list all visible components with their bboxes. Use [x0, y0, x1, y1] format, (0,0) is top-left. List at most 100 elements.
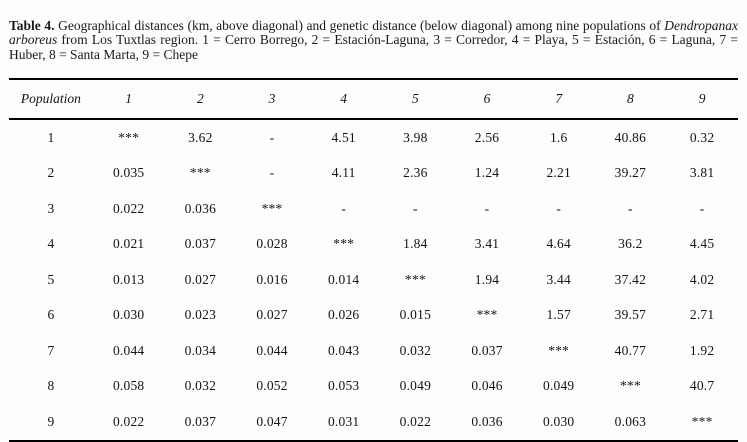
table-cell: 2.21	[546, 165, 571, 181]
table-cell: 40.7	[689, 378, 715, 394]
table-cell: 0.036	[184, 200, 217, 216]
column-header-8: 8	[594, 79, 667, 120]
column-header-7: 7	[522, 79, 595, 120]
table-cell: 0.043	[327, 342, 360, 358]
column-header-1: 1	[92, 79, 165, 120]
table-cell: 36.2	[618, 236, 643, 252]
table-cell: 0.046	[471, 378, 503, 394]
column-header-4: 4	[307, 79, 380, 120]
table-cell: ***	[118, 129, 140, 145]
table-cell: 3.98	[403, 129, 428, 145]
row-label: 1	[47, 129, 55, 145]
table-row: 8 0.058 0.032 0.052 0.053 0.049 0.046 0.049 *** 4…	[9, 369, 738, 405]
table-cell: 0.044	[256, 342, 288, 358]
column-header-population: Population	[9, 79, 93, 120]
table-cell: 0.022	[112, 200, 145, 216]
column-header-3: 3	[236, 79, 308, 120]
row-label: 6	[47, 307, 55, 323]
table-cell: -	[269, 129, 275, 145]
table-cell: 0.026	[327, 307, 360, 323]
table-cell: -	[699, 200, 705, 216]
table-cell: 0.037	[471, 342, 503, 358]
row-label: 7	[47, 342, 55, 358]
table-cell: 3.81	[689, 165, 715, 181]
table-cell: 39.27	[614, 165, 647, 181]
table-cell: 40.86	[614, 129, 647, 145]
row-label: 4	[47, 236, 55, 252]
table-cell: 1.92	[689, 342, 715, 358]
table-cell: 37.42	[614, 271, 647, 287]
table-row: 2 0.035 *** - 4.11 2.36 1.24 2.21 39.27 3.81	[9, 156, 738, 192]
table-cell: 0.013	[112, 271, 145, 287]
table-cell: 0.035	[112, 165, 145, 181]
table-cell: 0.030	[543, 413, 575, 429]
row-label: 5	[47, 271, 55, 287]
table-cell: ***	[189, 165, 211, 181]
table-cell: 1.6	[549, 129, 568, 145]
caption-text-1: Geographical distances (km, above diagon…	[54, 17, 665, 33]
table-cell: -	[628, 200, 633, 216]
table-cell: 2.71	[689, 307, 715, 323]
table-cell: 0.022	[112, 413, 145, 429]
table-cell: 3.41	[474, 236, 500, 252]
table-row: 1 *** 3.62 - 4.51 3.98 2.56 1.6 40.86 0.32	[9, 119, 738, 156]
column-header-5: 5	[379, 79, 452, 120]
table-cell: 0.027	[184, 271, 217, 287]
row-label: 9	[47, 413, 55, 429]
table-caption: Table 4. Geographical distances (km, abo…	[9, 17, 738, 63]
row-label: 3	[47, 200, 55, 216]
table-cell: 0.021	[112, 236, 145, 252]
table-cell: 0.015	[399, 307, 432, 323]
table-row: 4 0.021 0.037 0.028 *** 1.84 3.41 4.64 36.2 4.45	[9, 227, 738, 263]
table-cell: 0.023	[184, 307, 217, 323]
table-cell: 0.058	[112, 378, 145, 394]
table-head: Population 1 2 3 4 5 6 7 8 9	[9, 79, 738, 120]
table-cell: 1.94	[474, 271, 500, 287]
table-cell: -	[556, 200, 562, 216]
table-cell: 0.052	[256, 378, 288, 394]
table-cell: 0.032	[399, 342, 432, 358]
table-body: 1 *** 3.62 - 4.51 3.98 2.56 1.6 40.86 0.32 2 0.035 *…	[9, 119, 738, 441]
table-cell: 0.031	[327, 413, 360, 429]
row-label: 2	[47, 165, 55, 181]
table-cell: 0.022	[399, 413, 432, 429]
table-cell: 40.77	[614, 342, 647, 358]
table-row: 3 0.022 0.036 *** - - - - - -	[9, 191, 738, 227]
table-cell: 3.44	[546, 271, 571, 287]
table-cell: 0.028	[256, 236, 288, 252]
table-cell: 4.11	[331, 165, 356, 181]
table-cell: 0.014	[327, 271, 360, 287]
table-cell: 39.57	[614, 307, 647, 323]
table-cell: 1.24	[474, 165, 500, 181]
table-cell: 4.02	[689, 271, 715, 287]
table-cell: ***	[404, 271, 426, 287]
column-header-6: 6	[451, 79, 523, 120]
table-cell: -	[341, 200, 347, 216]
table-cell: 0.032	[184, 378, 217, 394]
table-cell: -	[269, 165, 275, 181]
table-cell: 0.037	[184, 413, 217, 429]
table-cell: 4.64	[546, 236, 571, 252]
table-row: 9 0.022 0.037 0.047 0.031 0.022 0.036 0.030 0.06…	[9, 404, 738, 441]
table-cell: 0.32	[689, 129, 715, 145]
table-cell: ***	[619, 378, 641, 394]
table-cell: 0.049	[399, 378, 432, 394]
caption-text-2: from Los Tuxtlas region. 1 = Cerro Borre…	[9, 32, 738, 62]
column-header-9: 9	[666, 79, 738, 120]
table-cell: 1.57	[546, 307, 571, 323]
table-cell: 0.049	[543, 378, 575, 394]
row-label: 8	[47, 378, 55, 394]
table-cell: 0.016	[256, 271, 288, 287]
column-header-2: 2	[164, 79, 237, 120]
table-row: 5 0.013 0.027 0.016 0.014 *** 1.94 3.44 37.42 4.0…	[9, 262, 738, 298]
species-name: Dendropanax arboreus	[9, 17, 738, 47]
table-header-row: Population 1 2 3 4 5 6 7 8 9	[9, 79, 738, 120]
table-cell: 0.047	[256, 413, 288, 429]
table-cell: 0.053	[327, 378, 360, 394]
table-cell: 0.034	[184, 342, 217, 358]
table-cell: ***	[261, 200, 283, 216]
table-cell: ***	[476, 307, 498, 323]
table-cell: 4.51	[331, 129, 356, 145]
table-cell: 2.56	[474, 129, 500, 145]
